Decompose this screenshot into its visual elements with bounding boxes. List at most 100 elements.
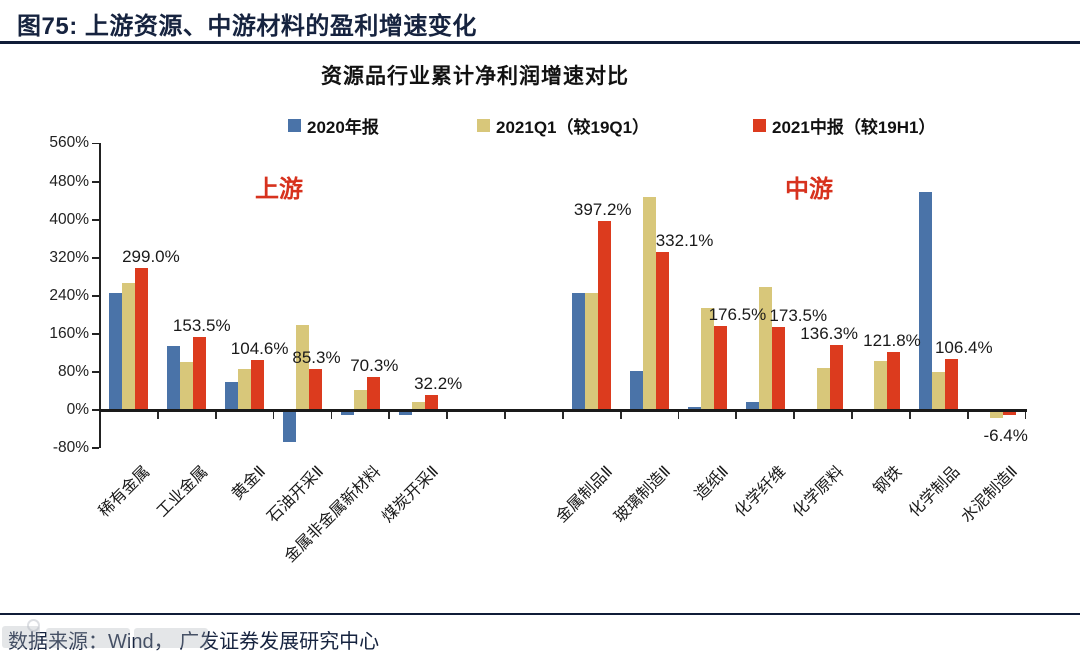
bar-value-label: 397.2% <box>573 199 632 219</box>
bar <box>700 308 714 410</box>
legend-label: 2021中报（较19H1） <box>772 118 936 137</box>
bar <box>656 251 670 410</box>
bar-value-label: 332.1% <box>655 230 714 250</box>
bar-value-label: 299.0% <box>122 246 180 266</box>
bar <box>713 325 727 410</box>
bar-value-label: 176.5% <box>708 304 767 324</box>
y-axis-tick-label: 400% <box>49 210 89 228</box>
bar <box>135 267 149 410</box>
upstream-annotation: 上游 <box>255 176 303 203</box>
bar <box>598 220 612 410</box>
figure-title: 图75: 上游资源、中游材料的盈利增速变化 <box>17 13 477 40</box>
y-axis-tick-label: 240% <box>49 286 89 304</box>
x-axis-tick <box>677 411 680 419</box>
y-axis-tick-label: -80% <box>52 439 89 457</box>
x-axis-tick <box>966 411 969 419</box>
bar <box>353 390 367 410</box>
y-axis-tick <box>92 371 99 373</box>
bar-value-label: 85.3% <box>292 348 341 368</box>
y-axis-tick <box>92 295 99 297</box>
legend-item-2021interim: 2021中报（较19H1） <box>753 113 935 138</box>
chart-title: 资源品行业累计净利润增速对比 <box>321 65 629 88</box>
legend-swatch-red <box>753 119 766 132</box>
x-axis-tick <box>909 411 911 419</box>
bar <box>643 197 657 410</box>
category-label: 煤炭开采Ⅱ <box>226 459 443 526</box>
y-axis-tick-label: 560% <box>49 134 89 152</box>
y-axis-tick <box>92 142 99 145</box>
category-label: 水泥制造Ⅱ <box>805 459 1021 526</box>
bar-value-label: 106.4% <box>934 338 993 358</box>
bar <box>180 361 194 410</box>
x-axis-tick <box>446 411 448 419</box>
bar <box>295 324 309 410</box>
legend-item-2020-annual: 2020年报 <box>288 113 379 138</box>
y-axis-tick <box>92 218 99 221</box>
x-axis-tick <box>561 411 564 419</box>
bar <box>990 411 1004 418</box>
y-axis-tick-label: 160% <box>49 324 89 342</box>
bar-value-label: 136.3% <box>800 324 858 344</box>
x-axis-tick <box>504 411 506 419</box>
bar <box>630 370 644 410</box>
legend-swatch-yellow <box>477 119 490 132</box>
bar <box>816 368 830 410</box>
bar-value-label: -6.4% <box>983 426 1028 445</box>
bar <box>945 359 959 410</box>
bar-value-label: 153.5% <box>172 315 231 335</box>
y-axis-tick <box>92 447 99 450</box>
bar <box>340 411 354 416</box>
bar <box>874 360 888 410</box>
legend-label: 2020年报 <box>307 118 379 137</box>
bar <box>932 371 946 410</box>
bar <box>398 411 412 416</box>
bar <box>919 191 933 410</box>
bar-value-label: 32.2% <box>414 373 463 393</box>
x-axis-tick <box>793 411 796 419</box>
bar <box>366 376 380 410</box>
x-axis-tick <box>619 411 622 419</box>
x-axis-tick <box>272 411 275 419</box>
bar <box>572 292 586 410</box>
bar-value-label: 70.3% <box>350 355 399 375</box>
bar <box>758 286 772 410</box>
bar-value-label: 121.8% <box>863 331 921 351</box>
y-axis-line <box>98 143 101 449</box>
legend-swatch-blue <box>288 119 301 132</box>
data-source-note: 数据来源：Wind， 广发证券发展研究中心 <box>8 631 380 653</box>
legend-label: 2021Q1（较19Q1） <box>496 118 650 137</box>
bar <box>238 369 252 410</box>
x-axis-line <box>98 408 1028 412</box>
x-axis-tick <box>388 411 391 419</box>
y-axis-tick-label: 0% <box>66 401 89 418</box>
category-label-text: 水泥制造Ⅱ <box>958 463 1021 527</box>
header-divider <box>0 41 1080 44</box>
bar <box>1003 411 1017 415</box>
y-axis-tick-label: 320% <box>49 248 89 266</box>
y-axis-tick-label: 80% <box>57 362 89 380</box>
x-axis-tick <box>735 411 738 419</box>
legend-item-2021q1: 2021Q1（较19Q1） <box>477 113 649 138</box>
y-axis-tick <box>92 256 99 259</box>
bar <box>771 327 785 410</box>
bar <box>193 336 207 410</box>
bar <box>829 345 843 410</box>
bar <box>585 293 599 410</box>
bar <box>167 345 181 410</box>
footer-divider <box>0 613 1080 615</box>
y-axis-tick <box>92 180 99 183</box>
bar <box>122 282 136 410</box>
y-axis-tick <box>92 409 99 412</box>
x-axis-tick <box>851 411 853 419</box>
bar <box>308 369 322 410</box>
bar <box>424 394 438 410</box>
midstream-annotation: 中游 <box>785 176 833 203</box>
bar <box>251 360 265 410</box>
x-axis-tick <box>214 411 217 419</box>
bar-value-label: 173.5% <box>769 306 828 326</box>
bar <box>411 401 425 410</box>
bar <box>887 352 901 410</box>
bar <box>225 381 239 410</box>
y-axis-tick-label: 480% <box>49 172 89 190</box>
bar <box>745 401 759 410</box>
